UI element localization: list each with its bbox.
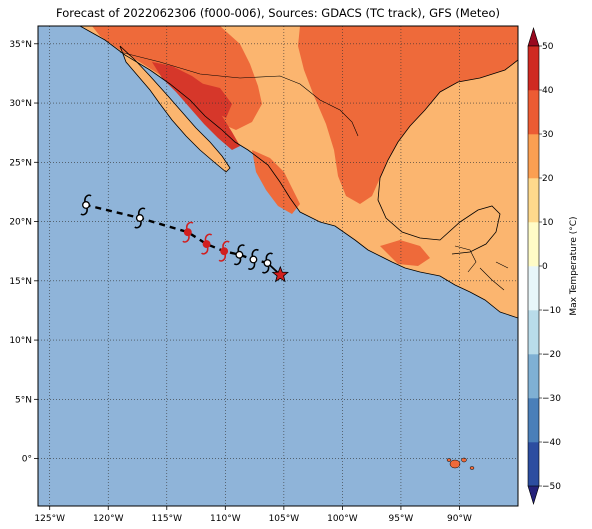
colorbar-tick-label: 10 (542, 218, 554, 228)
lon-tick-label: 115°W (151, 514, 182, 524)
storm-symbol-observed (261, 252, 274, 274)
storm-symbol-observed (80, 194, 92, 216)
storm-symbol-forecast (201, 233, 213, 255)
colorbar-extend-bottom (527, 485, 540, 506)
temp-zone-30-40 (380, 240, 430, 266)
colorbar-tick-label: −50 (542, 482, 561, 492)
border-us-mexico (119, 51, 359, 137)
land-baja-california (120, 46, 230, 172)
colorbar-label: Max Temperature (°C) (569, 216, 579, 315)
storm-symbol-observed (134, 207, 146, 229)
lat-tick-label: 10°N (9, 336, 32, 346)
storm-symbol-observed (233, 244, 245, 266)
storm-symbols (80, 194, 274, 274)
colorbar-tick-label: −10 (542, 306, 561, 316)
longitude-ticks: 125°W 120°W 115°W 110°W 105°W 100°W 95°W 90°W (34, 506, 472, 524)
colorbar-segment (528, 310, 539, 355)
storm-symbol-forecast (182, 221, 194, 243)
colorbar-segment (528, 398, 539, 443)
lon-tick-label: 90°W (447, 514, 472, 524)
lat-tick-label: 0° (22, 455, 32, 465)
colorbar-segment (528, 46, 539, 91)
lon-tick-label: 95°W (388, 514, 413, 524)
latitude-ticks: 35°N 30°N 25°N 20°N 15°N 10°N 5°N 0° (9, 40, 38, 465)
current-position-star (271, 265, 289, 283)
land-yucatan (440, 206, 500, 254)
coastline (79, 26, 518, 319)
colorbar-tick-label: −20 (542, 350, 561, 360)
colorbar-segment (528, 222, 539, 267)
colorbar-tick-label: 30 (542, 130, 554, 140)
lat-tick-label: 25°N (9, 158, 32, 168)
colorbar-segment (528, 442, 539, 487)
colorbar-tick-label: 0 (542, 262, 548, 272)
lat-tick-label: 5°N (15, 395, 32, 405)
colorbar-segment (528, 90, 539, 135)
colorbar-segment (528, 134, 539, 179)
map-title: Forecast of 2022062306 (f000-006), Sourc… (56, 6, 500, 20)
lon-tick-label: 125°W (34, 514, 65, 524)
colorbar-tick-label: 40 (542, 86, 554, 96)
storm-symbol-forecast (218, 240, 230, 262)
lon-tick-label: 105°W (269, 514, 300, 524)
lon-tick-label: 120°W (93, 514, 124, 524)
coastline-baja (119, 45, 231, 173)
colorbar-segment (528, 178, 539, 223)
coastline-gulf (377, 59, 518, 255)
map-plot-area (38, 26, 518, 506)
lat-tick-label: 20°N (9, 218, 32, 228)
border-central-america (454, 245, 509, 291)
lat-tick-label: 35°N (9, 40, 32, 50)
temp-zone-30-40 (298, 26, 518, 204)
map-frame (37, 25, 519, 507)
colorbar: 50 40 30 20 10 0 −10 −20 −30 −40 −50 (527, 26, 561, 506)
temp-zone-30-40 (252, 150, 300, 214)
colorbar-segment (528, 266, 539, 311)
colorbar-segment (528, 354, 539, 399)
storm-symbol-observed (247, 248, 259, 271)
lon-tick-label: 100°W (327, 514, 358, 524)
lon-tick-label: 110°W (210, 514, 241, 524)
lat-tick-label: 15°N (9, 277, 32, 287)
lat-tick-label: 30°N (9, 99, 32, 109)
temp-zone-40-50 (196, 82, 232, 118)
colorbar-tick-label: −40 (542, 438, 561, 448)
galapagos-islands (446, 457, 475, 470)
graticule (38, 26, 518, 506)
colorbar-tick-label: 50 (542, 42, 554, 52)
colorbar-extend-top (527, 26, 540, 47)
colorbar-tick-label: 20 (542, 174, 554, 184)
colorbar-tick-label: −30 (542, 394, 561, 404)
